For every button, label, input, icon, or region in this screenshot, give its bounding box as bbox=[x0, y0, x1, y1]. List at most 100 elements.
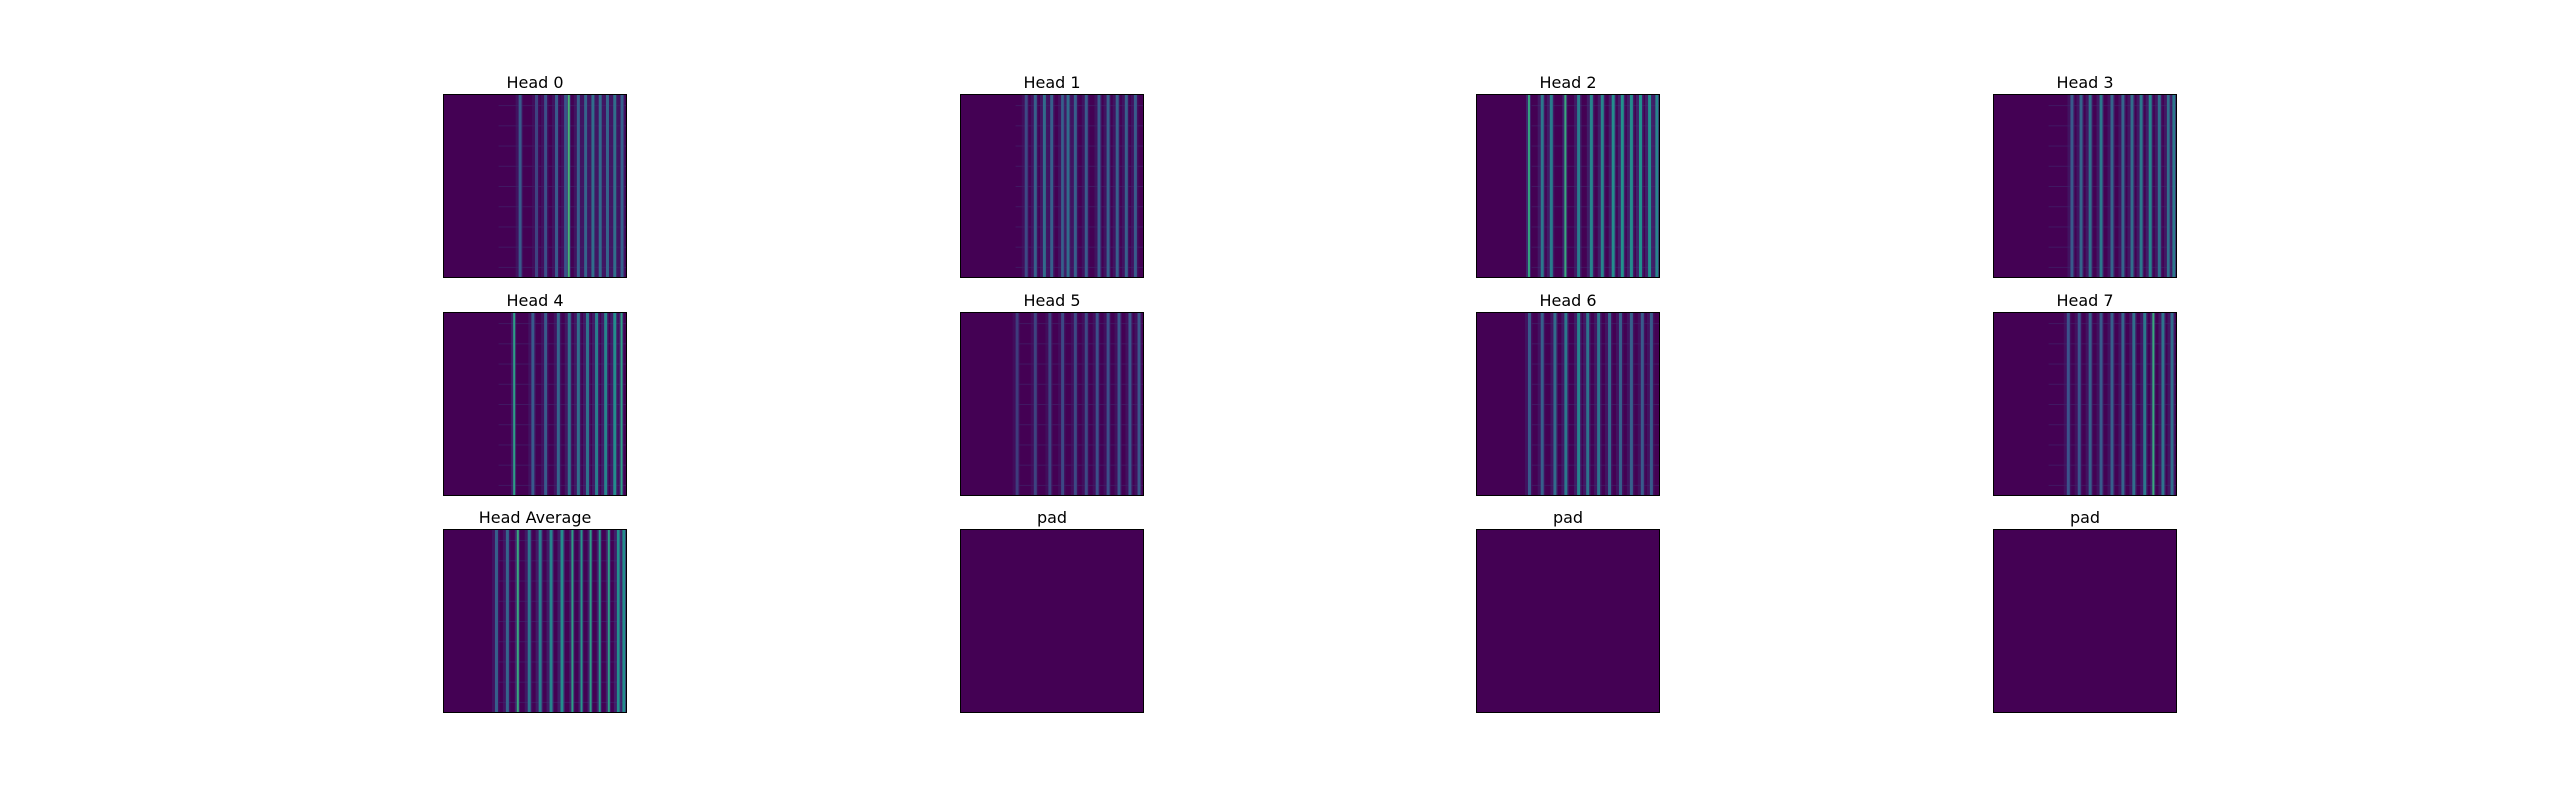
heatmap-column-band bbox=[1015, 313, 1019, 495]
heatmap-panel: pad bbox=[1993, 507, 2177, 713]
panel-title: Head 4 bbox=[506, 291, 564, 310]
heatmap-column-band bbox=[1586, 313, 1590, 495]
heatmap-column-band bbox=[1033, 313, 1037, 495]
heatmap-column-band bbox=[535, 95, 538, 277]
heatmap-column-band bbox=[2172, 95, 2176, 277]
heatmap-column-band bbox=[1024, 95, 1028, 277]
heatmap-column-band bbox=[1655, 95, 1659, 277]
heatmap-row-band bbox=[1015, 125, 1143, 127]
heatmap-column-band bbox=[604, 313, 608, 495]
heatmap-row-band bbox=[1531, 246, 1659, 248]
heatmap-image bbox=[1993, 94, 2177, 278]
heatmap-svg bbox=[961, 95, 1143, 277]
panel-title: Head 6 bbox=[1539, 291, 1597, 310]
heatmap-column-band bbox=[1137, 313, 1141, 495]
heatmap-row-band bbox=[1015, 484, 1143, 486]
heatmap-column-band bbox=[2132, 313, 2136, 495]
heatmap-row-band bbox=[498, 343, 626, 345]
heatmap-column-band bbox=[556, 313, 560, 495]
heatmap-column-band bbox=[613, 95, 617, 277]
heatmap-column-band bbox=[576, 313, 580, 495]
panel-title: Head 0 bbox=[506, 73, 564, 92]
heatmap-row-band bbox=[498, 383, 626, 385]
heatmap-image bbox=[960, 529, 1144, 713]
heatmap-column-band bbox=[1638, 95, 1642, 277]
panel-title: pad bbox=[2069, 508, 2101, 527]
heatmap-row-band bbox=[498, 404, 626, 405]
heatmap-column-band bbox=[571, 530, 574, 712]
heatmap-column-band bbox=[620, 313, 623, 495]
heatmap-row-band bbox=[1531, 186, 1659, 187]
heatmap-column-band bbox=[494, 530, 498, 712]
heatmap-column-band bbox=[580, 530, 583, 712]
heatmap-column-band bbox=[513, 313, 516, 495]
heatmap-column-band bbox=[1073, 95, 1077, 277]
heatmap-column-band bbox=[2152, 313, 2155, 495]
heatmap-column-band bbox=[1106, 313, 1110, 495]
heatmap-row-band bbox=[1015, 424, 1143, 426]
heatmap-column-band bbox=[2088, 95, 2092, 277]
heatmap-image bbox=[1476, 312, 1660, 496]
heatmap-column-band bbox=[2130, 95, 2134, 277]
heatmap-column-band bbox=[1540, 313, 1544, 495]
heatmap-row-band bbox=[1531, 226, 1659, 228]
heatmap-column-band bbox=[544, 95, 548, 277]
heatmap-svg bbox=[961, 530, 1143, 712]
heatmap-column-band bbox=[1564, 95, 1567, 277]
heatmap-svg bbox=[1994, 95, 2176, 277]
heatmap-column-band bbox=[1577, 95, 1581, 277]
heatmap-background bbox=[961, 530, 1143, 712]
heatmap-column-band bbox=[549, 530, 553, 712]
heatmap-column-band bbox=[622, 530, 626, 712]
heatmap-column-band bbox=[616, 530, 620, 712]
heatmap-column-band bbox=[531, 313, 535, 495]
heatmap-column-band bbox=[2077, 313, 2081, 495]
heatmap-column-band bbox=[2099, 95, 2103, 277]
heatmap-column-band bbox=[2143, 313, 2147, 495]
heatmap-column-band bbox=[527, 530, 531, 712]
heatmap-image bbox=[1476, 529, 1660, 713]
heatmap-row-band bbox=[498, 444, 626, 446]
heatmap-column-band bbox=[1133, 95, 1137, 277]
heatmap-column-band bbox=[598, 530, 601, 712]
heatmap-image bbox=[960, 312, 1144, 496]
panel-title: pad bbox=[1036, 508, 1068, 527]
heatmap-column-band bbox=[1050, 95, 1054, 277]
heatmap-image bbox=[1476, 94, 1660, 278]
heatmap-column-band bbox=[1564, 313, 1568, 495]
panel-title: Head 1 bbox=[1023, 73, 1081, 92]
heatmap-column-band bbox=[1061, 313, 1065, 495]
heatmap-column-band bbox=[1095, 313, 1099, 495]
heatmap-panel: Head Average bbox=[443, 507, 627, 713]
heatmap-row-band bbox=[1531, 206, 1659, 208]
heatmap-column-band bbox=[2110, 95, 2114, 277]
heatmap-row-band bbox=[498, 363, 626, 365]
panel-title: Head 5 bbox=[1023, 291, 1081, 310]
heatmap-column-band bbox=[555, 95, 559, 277]
heatmap-column-band bbox=[598, 95, 602, 277]
heatmap-svg bbox=[444, 313, 626, 495]
panel-title: Head Average bbox=[478, 508, 592, 527]
heatmap-column-band bbox=[585, 313, 589, 495]
heatmap-column-band bbox=[584, 95, 588, 277]
heatmap-column-band bbox=[1600, 95, 1604, 277]
heatmap-column-band bbox=[2139, 95, 2143, 277]
heatmap-image bbox=[1993, 529, 2177, 713]
heatmap-row-band bbox=[1531, 125, 1659, 127]
heatmap-column-band bbox=[1033, 95, 1037, 277]
heatmap-row-band bbox=[1015, 206, 1143, 208]
heatmap-column-band bbox=[1073, 313, 1077, 495]
panel-title: Head 7 bbox=[2056, 291, 2114, 310]
heatmap-column-band bbox=[2157, 95, 2161, 277]
heatmap-column-band bbox=[1117, 313, 1121, 495]
heatmap-column-band bbox=[2066, 313, 2070, 495]
heatmap-row-band bbox=[1015, 363, 1143, 365]
heatmap-column-band bbox=[2148, 95, 2152, 277]
heatmap-column-band bbox=[518, 95, 522, 277]
heatmap-column-band bbox=[591, 95, 595, 277]
heatmap-panel: pad bbox=[1476, 507, 1660, 713]
heatmap-svg bbox=[444, 530, 626, 712]
heatmap-column-band bbox=[1527, 313, 1531, 495]
heatmap-row-band bbox=[1015, 444, 1143, 446]
panel-title: Head 3 bbox=[2056, 73, 2114, 92]
